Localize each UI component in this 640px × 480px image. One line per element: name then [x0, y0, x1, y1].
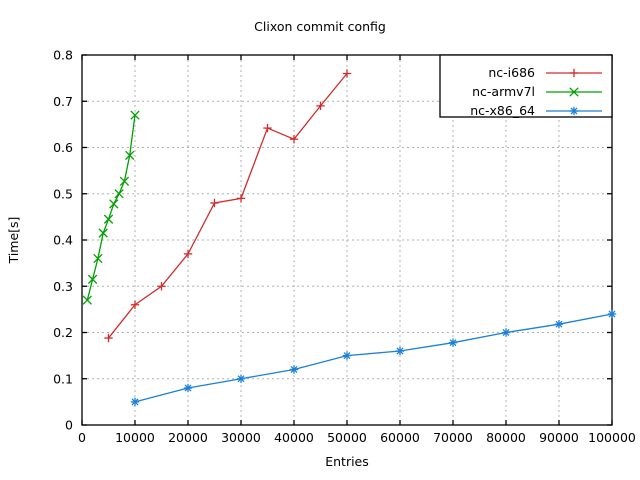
chart-title: Clixon commit config	[254, 19, 386, 34]
x-tick-label: 60000	[380, 430, 420, 445]
series-point-nc-x86_64	[131, 398, 139, 406]
x-tick-label: 80000	[486, 430, 526, 445]
y-axis-title: Time[s]	[6, 217, 21, 265]
grid-lines	[82, 54, 613, 425]
x-tick-label: 90000	[539, 430, 579, 445]
y-tick-label: 0.7	[53, 94, 73, 109]
series-nc-i686	[104, 69, 352, 343]
x-tick-label: 20000	[168, 430, 208, 445]
series-point-nc-armv7l	[130, 110, 140, 120]
series-point-nc-x86_64	[396, 347, 404, 355]
series-line-nc-i686	[107, 73, 348, 339]
legend-marker-nc-x86_64	[570, 107, 578, 115]
y-tick-label: 0.1	[53, 371, 73, 386]
series-nc-armv7l	[82, 110, 140, 305]
x-tick-label: 70000	[433, 430, 473, 445]
series-point-nc-x86_64	[502, 329, 510, 336]
series-point-nc-armv7l	[119, 176, 130, 186]
series-point-nc-armv7l	[114, 189, 124, 199]
x-tick-label: 0	[78, 430, 86, 445]
legend-label-nc-armv7l: nc-armv7l	[472, 84, 535, 99]
series-point-nc-x86_64	[555, 320, 563, 328]
x-tick-label: 40000	[274, 430, 314, 445]
x-tick-label: 50000	[327, 430, 367, 445]
series-point-nc-x86_64	[237, 375, 245, 383]
series-point-nc-armv7l	[125, 150, 135, 161]
series-point-nc-x86_64	[608, 310, 616, 318]
x-tick-labels: 0 10000 20000 30000 40000 50000 60000 70000 8000…	[78, 430, 636, 445]
series-nc-x86_64	[130, 309, 617, 407]
series-point-nc-x86_64	[290, 366, 298, 373]
y-tick-label: 0.4	[53, 233, 73, 248]
series-point-nc-armv7l	[93, 253, 103, 264]
legend-box	[439, 54, 613, 118]
y-tick-label: 0.3	[53, 279, 73, 294]
y-tick-label: 0	[65, 418, 73, 433]
series-point-nc-armv7l	[87, 274, 98, 284]
series-point-nc-x86_64	[343, 352, 351, 360]
y-tick-label: 0.5	[53, 186, 73, 201]
series-line-nc-armv7l	[86, 115, 136, 301]
legend-label-nc-i686: nc-i686	[488, 65, 535, 80]
y-tick-label: 0.6	[53, 140, 73, 155]
series-point-nc-armv7l	[98, 228, 108, 238]
x-tick-label: 10000	[115, 430, 155, 445]
legend: nc-i686 nc-armv7l nc-x86_64	[439, 54, 613, 118]
series-point-nc-armv7l	[82, 295, 92, 305]
series-point-nc-x86_64	[184, 384, 192, 392]
legend-marker-nc-armv7l	[569, 87, 579, 97]
legend-label-nc-x86_64: nc-x86_64	[470, 103, 535, 118]
series-line-nc-x86_64	[134, 313, 613, 403]
x-tick-label: 30000	[221, 430, 261, 445]
x-tick-label: 100000	[588, 430, 636, 445]
series-point-nc-armv7l	[103, 214, 114, 224]
y-tick-label: 0.8	[53, 48, 73, 63]
y-tick-label: 0.2	[53, 325, 73, 340]
series-point-nc-armv7l	[109, 199, 119, 209]
data-series-layer	[82, 69, 617, 407]
x-axis-title: Entries	[325, 454, 369, 469]
series-point-nc-x86_64	[449, 339, 457, 347]
y-tick-labels: 0 0.1 0.2 0.3 0.4 0.5 0.6 0.7 0.8	[53, 48, 73, 433]
